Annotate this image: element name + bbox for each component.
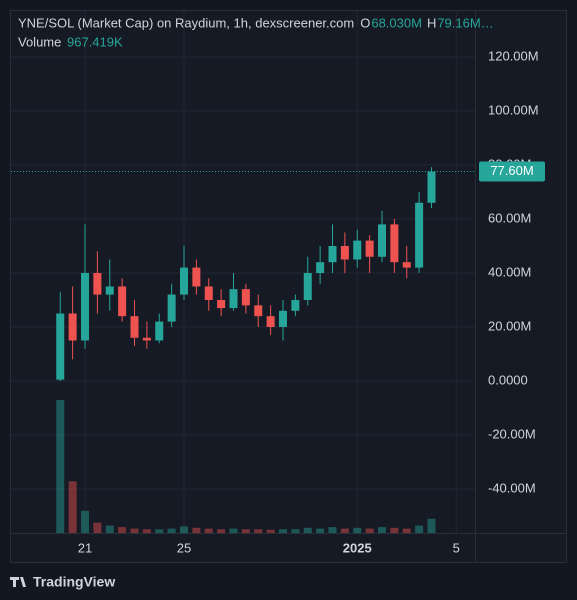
candle-body xyxy=(402,262,411,268)
volume-bar xyxy=(254,529,263,533)
volume-bar xyxy=(229,528,238,533)
volume-bar xyxy=(142,529,151,533)
volume-bar xyxy=(155,529,164,533)
y-tick-label: 40.00M xyxy=(488,264,531,279)
candle-body xyxy=(105,286,114,295)
candle-body xyxy=(118,286,127,317)
y-tick-label: 20.00M xyxy=(488,318,531,333)
volume-value: 967.419K xyxy=(67,34,123,49)
candle-body xyxy=(167,294,176,322)
volume-bar xyxy=(291,529,300,533)
volume-bar xyxy=(328,527,337,533)
volume-bar xyxy=(81,510,89,533)
open-key: O xyxy=(360,15,370,30)
volume-bar xyxy=(427,518,436,533)
candle-body xyxy=(254,305,263,317)
volume-bar xyxy=(378,527,386,533)
volume-bar xyxy=(118,527,127,533)
tradingview-logo xyxy=(10,577,26,587)
volume-bar xyxy=(167,528,176,533)
candle-body xyxy=(68,313,77,341)
candle-body xyxy=(56,313,65,380)
candle-body xyxy=(192,267,201,287)
candle-body xyxy=(130,316,139,338)
volume-bar xyxy=(56,400,65,533)
candle-body xyxy=(415,202,424,268)
footer-brand: TradingView xyxy=(33,574,115,590)
volume-bar xyxy=(340,528,349,533)
volume-bar xyxy=(402,528,411,533)
candle-body xyxy=(81,272,89,341)
volume-bar xyxy=(390,527,399,533)
volume-bar xyxy=(105,525,114,533)
candle-body xyxy=(266,316,275,327)
last-price-box xyxy=(479,161,545,182)
y-tick-label: -40.00M xyxy=(488,480,536,495)
candle-body xyxy=(142,337,151,341)
volume-bar xyxy=(415,525,424,533)
x-tick-label: 2025 xyxy=(343,540,372,555)
candle-body xyxy=(241,289,250,306)
volume-bar xyxy=(266,529,275,533)
last-price-label: 77.60M xyxy=(490,163,533,178)
volume-bar xyxy=(180,526,188,533)
candle-body xyxy=(390,224,399,263)
candle-body xyxy=(303,272,312,300)
x-tick-label: 21 xyxy=(78,540,92,555)
volume-bar xyxy=(93,522,102,533)
volume-bar xyxy=(365,528,374,533)
candle-body xyxy=(316,262,325,273)
candle-body xyxy=(93,272,102,295)
candle-body xyxy=(180,267,188,295)
high-value: 79.16M… xyxy=(437,15,493,30)
candle-body xyxy=(340,245,349,260)
volume-bar xyxy=(303,527,312,533)
candle-body xyxy=(328,245,337,263)
volume-key: Volume xyxy=(18,34,61,49)
volume-bar xyxy=(68,481,77,533)
candle-body xyxy=(378,224,386,257)
x-tick-label: 5 xyxy=(453,540,460,555)
chart-frame xyxy=(10,10,567,563)
candle-body xyxy=(204,286,213,300)
candle-body xyxy=(291,299,300,311)
candle-body xyxy=(279,310,287,327)
high-key: H xyxy=(427,15,436,30)
candle-body xyxy=(427,171,436,203)
y-tick-label: 60.00M xyxy=(488,210,531,225)
volume-bar xyxy=(241,529,250,533)
volume-bar xyxy=(316,528,325,533)
candle-body xyxy=(229,289,238,309)
header-title: YNE/SOL (Market Cap) on Raydium, 1h, dex… xyxy=(18,15,354,30)
y-tick-label: -20.00M xyxy=(488,426,536,441)
volume-bar xyxy=(279,529,287,533)
volume-bar xyxy=(353,527,362,533)
volume-bar xyxy=(130,528,139,533)
candle-body xyxy=(155,321,164,341)
candle-body xyxy=(353,240,362,260)
x-tick-label: 25 xyxy=(177,540,191,555)
volume-bar xyxy=(192,527,201,533)
volume-bar xyxy=(217,529,226,533)
volume-bar xyxy=(204,528,213,533)
candle-body xyxy=(365,240,374,257)
y-tick-label: 0.0000 xyxy=(488,372,528,387)
y-tick-label: 120.00M xyxy=(488,48,539,63)
open-value: 68.030M xyxy=(371,15,422,30)
candle-body xyxy=(217,299,226,309)
y-tick-label: 100.00M xyxy=(488,102,539,117)
